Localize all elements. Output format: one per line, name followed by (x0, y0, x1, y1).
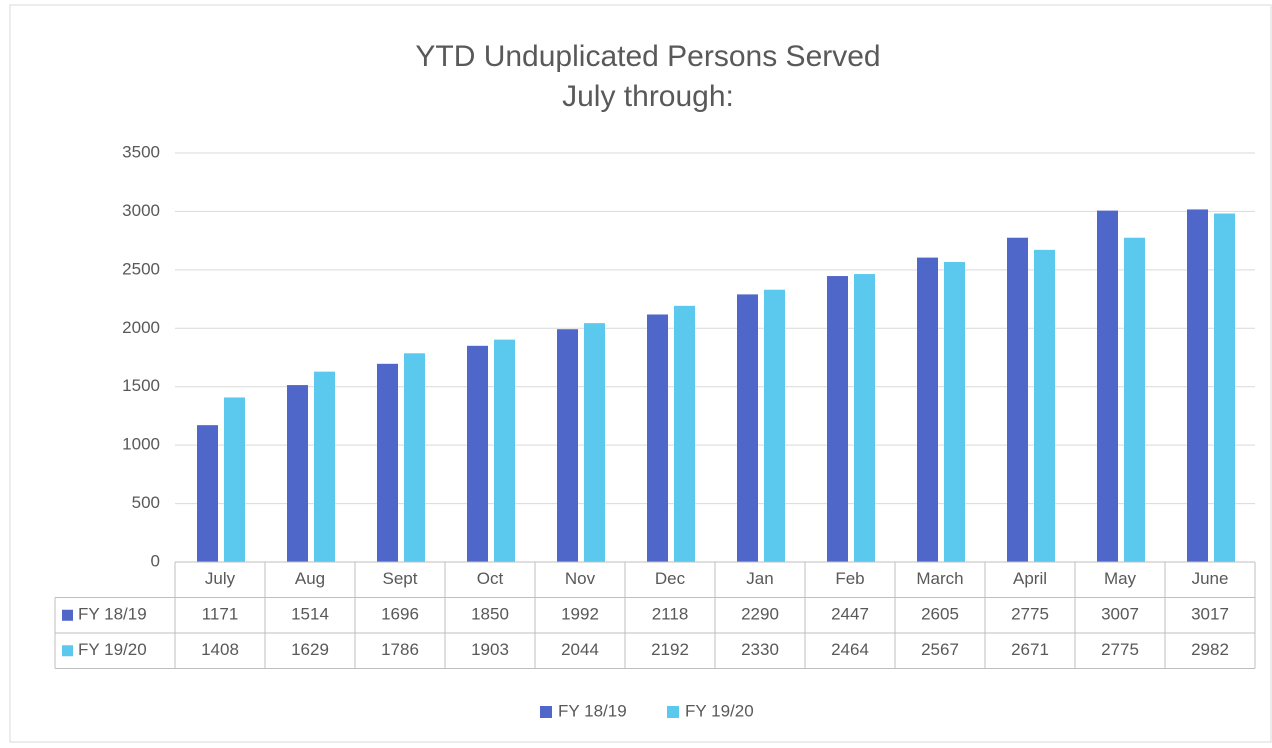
table-cell: 1850 (471, 605, 509, 624)
bar (827, 276, 848, 562)
legend-key (540, 706, 552, 718)
bar (287, 385, 308, 562)
bar (647, 314, 668, 562)
x-tick-label: Dec (655, 569, 686, 588)
x-tick-label: Sept (383, 569, 418, 588)
table-cell: 2605 (921, 605, 959, 624)
table-legend-key (62, 645, 73, 657)
table-cell: 2330 (741, 640, 779, 659)
bar (944, 262, 965, 562)
y-tick-label: 500 (132, 493, 160, 512)
y-tick-label: 2000 (122, 318, 160, 337)
table-cell: 2671 (1011, 640, 1049, 659)
y-tick-label: 2500 (122, 259, 160, 278)
bar (314, 371, 335, 562)
bar (1124, 237, 1145, 562)
x-tick-label: Jan (746, 569, 773, 588)
table-cell: 2775 (1011, 605, 1049, 624)
bar (1034, 249, 1055, 562)
table-cell: 2290 (741, 605, 779, 624)
table-cell: 1171 (202, 605, 239, 624)
table-cell: 1786 (381, 640, 419, 659)
y-tick-label: 3000 (122, 201, 160, 220)
y-tick-label: 1000 (122, 435, 160, 454)
x-tick-label: Aug (295, 569, 325, 588)
x-tick-label: May (1104, 569, 1137, 588)
chart-frame (9, 4, 1272, 743)
x-tick-label: March (916, 569, 963, 588)
bar (737, 294, 758, 562)
bar (224, 397, 245, 562)
y-tick-label: 0 (151, 551, 160, 570)
bar (404, 353, 425, 562)
table-cell: 1408 (201, 640, 239, 659)
table-cell: 1629 (291, 640, 329, 659)
bar (674, 305, 695, 562)
x-tick-label: Feb (835, 569, 864, 588)
bar (1007, 237, 1028, 562)
chart-title: YTD Unduplicated Persons Served (415, 40, 880, 73)
x-tick-label: July (205, 569, 236, 588)
table-cell: 2567 (921, 640, 959, 659)
legend-label: FY 19/20 (685, 701, 754, 720)
table-cell: 1992 (561, 605, 599, 624)
bar (1187, 209, 1208, 562)
bar (584, 323, 605, 562)
bar (377, 363, 398, 562)
table-cell: 2464 (831, 640, 869, 659)
table-cell: 1696 (381, 605, 419, 624)
table-cell: 3007 (1101, 605, 1139, 624)
bar (557, 329, 578, 562)
table-cell: 2192 (651, 640, 689, 659)
bar (467, 345, 488, 562)
bar (764, 289, 785, 562)
table-cell: 2044 (561, 640, 599, 659)
table-row-label: FY 19/20 (78, 640, 147, 659)
bar (1214, 213, 1235, 563)
chart-subtitle: July through: (562, 80, 734, 113)
bar (494, 339, 515, 562)
table-cell: 1514 (291, 605, 329, 624)
bar (854, 274, 875, 562)
x-tick-label: Nov (565, 569, 596, 588)
bar (1097, 210, 1118, 562)
table-cell: 2775 (1101, 640, 1139, 659)
bar (197, 425, 218, 562)
bar (917, 257, 938, 562)
legend-key (667, 706, 679, 718)
table-cell: 2447 (831, 605, 869, 624)
table-legend-key (62, 609, 73, 621)
table-cell: 2982 (1191, 640, 1229, 659)
x-tick-label: April (1013, 569, 1047, 588)
x-tick-label: Oct (477, 569, 504, 588)
y-tick-label: 1500 (122, 376, 160, 395)
table-cell: 1903 (471, 640, 509, 659)
x-tick-label: June (1192, 569, 1229, 588)
table-row-label: FY 18/19 (78, 605, 147, 624)
y-tick-label: 3500 (122, 142, 160, 161)
table-cell: 2118 (652, 605, 689, 624)
table-cell: 3017 (1191, 605, 1229, 624)
legend-label: FY 18/19 (558, 701, 627, 720)
